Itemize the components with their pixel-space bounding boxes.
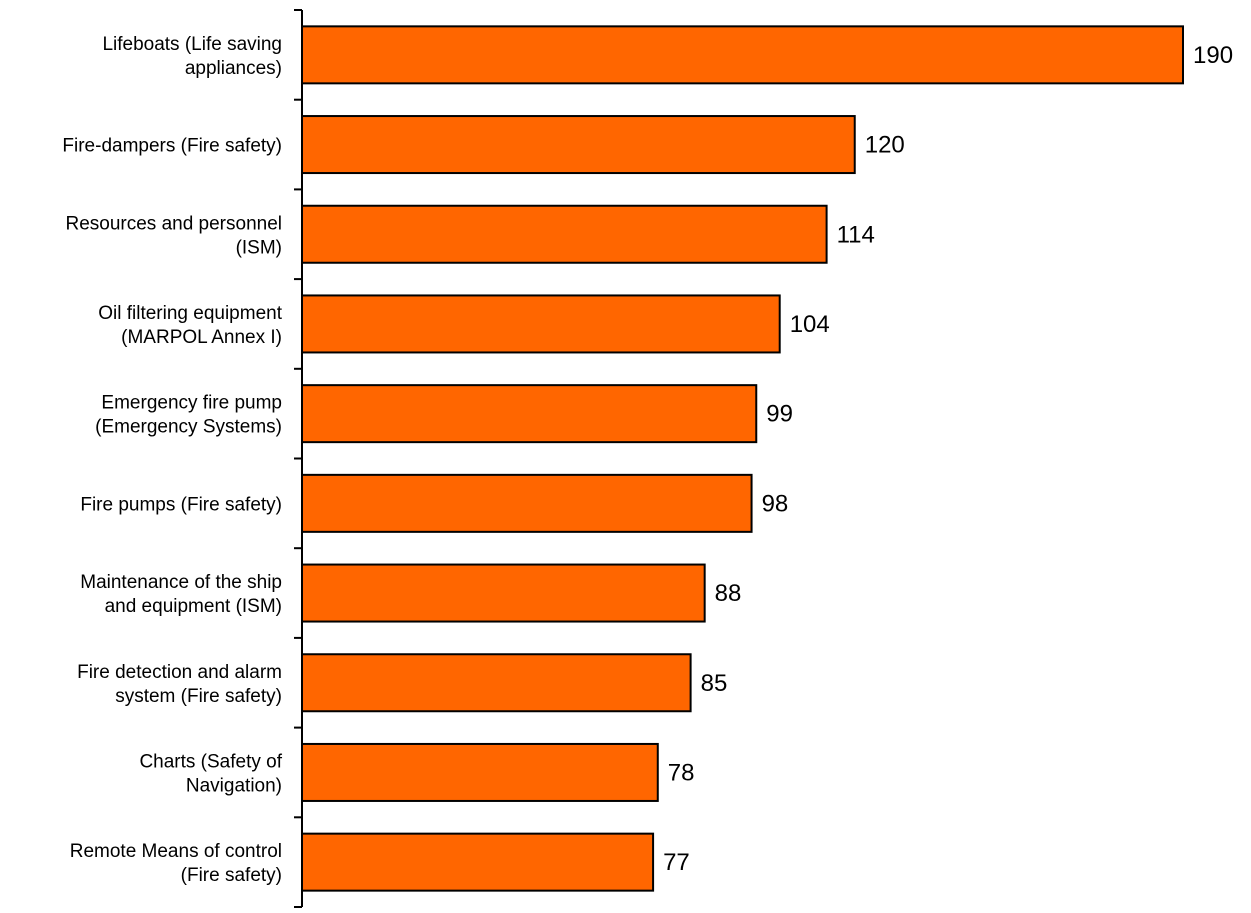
tick-label: Fire pumps (Fire safety) [80,494,282,515]
tick-label: Charts (Safety of Navigation) [139,751,282,796]
tick-label: Emergency fire pump (Emergency Systems) [95,393,282,438]
bar [301,832,655,892]
bar [301,294,781,354]
data-label: 104 [790,311,830,338]
bar [301,563,706,623]
bar [301,473,753,533]
tick-label: Fire detection and alarm system (Fire saf… [77,662,282,707]
data-label: 85 [701,670,728,697]
data-label: 99 [766,401,793,428]
bars-group [301,25,1184,892]
tick-label: Maintenance of the ship and equipment (IS… [80,572,282,617]
data-label: 98 [762,490,789,517]
bar [301,742,659,802]
bar [301,653,692,713]
bar [301,25,1184,85]
data-label: 120 [865,132,905,159]
category-axis [294,9,303,908]
data-label: 114 [837,221,875,248]
tick-label: Oil filtering equipment (MARPOL Annex I) [98,303,282,348]
bar [301,115,856,175]
tick-label: Lifeboats (Life saving appliances) [102,34,282,79]
tick-label: Fire-dampers (Fire safety) [62,136,282,157]
data-label: 88 [715,580,742,607]
tick-label: Remote Means of control (Fire safety) [70,841,282,886]
labels-group: 190 Lifeboats (Life saving appliances) 120 F… [62,34,1233,886]
tick-label: Resources and personnel (ISM) [65,213,282,258]
data-label: 190 [1193,42,1233,69]
bar [301,384,758,444]
data-label: 78 [668,759,695,786]
data-label: 77 [663,849,690,876]
bar [301,204,828,264]
